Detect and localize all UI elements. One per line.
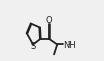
Text: NH: NH [63,41,76,50]
Text: 2: 2 [68,41,71,46]
Text: S: S [30,42,36,51]
Text: O: O [45,16,52,25]
